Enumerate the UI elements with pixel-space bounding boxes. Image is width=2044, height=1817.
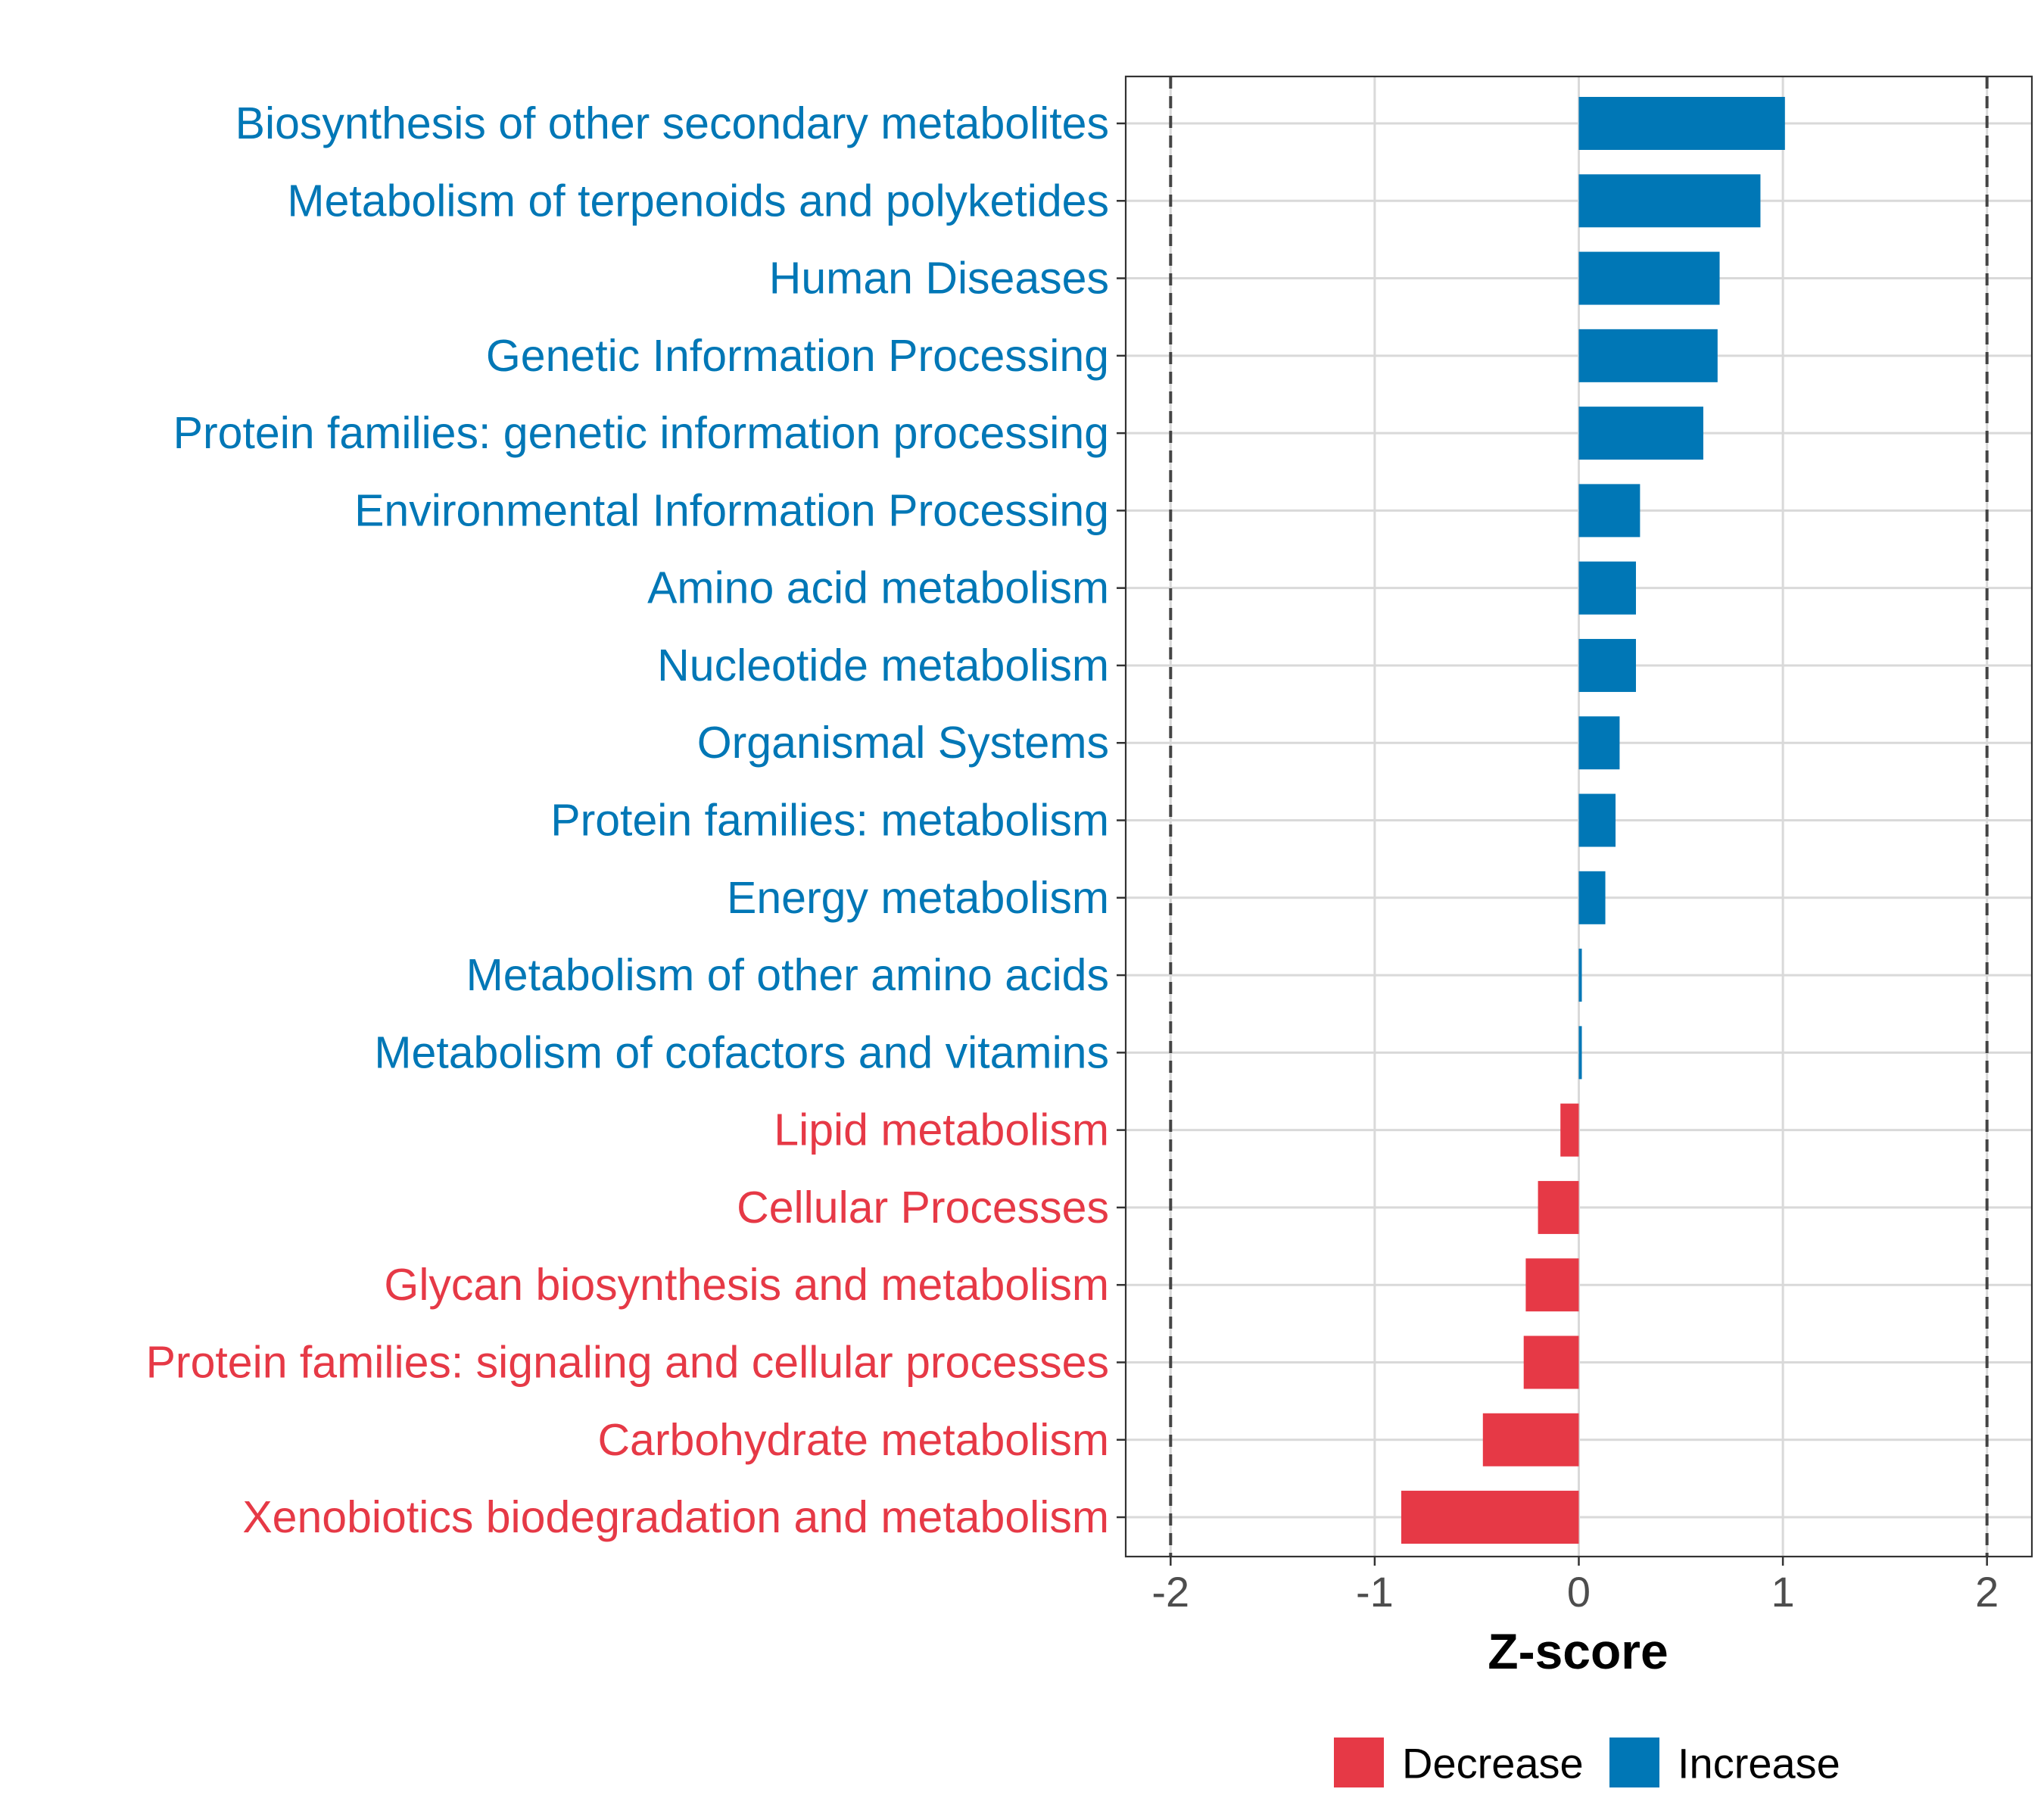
bar-increase (1578, 407, 1703, 460)
y-tick-label: Biosynthesis of other secondary metaboli… (235, 98, 1109, 148)
x-tick-label: 0 (1567, 1568, 1591, 1616)
bar-increase (1578, 329, 1718, 382)
bar-increase (1578, 1026, 1582, 1080)
y-tick-label: Nucleotide metabolism (657, 640, 1109, 690)
y-tick-label: Metabolism of other amino acids (466, 950, 1109, 1000)
bar-increase (1578, 251, 1720, 305)
bar-increase (1578, 174, 1761, 228)
bar-increase (1578, 638, 1636, 692)
y-tick-label: Protein families: signaling and cellular… (146, 1337, 1109, 1387)
legend-swatch-decrease (1334, 1738, 1384, 1787)
y-tick-label: Carbohydrate metabolism (597, 1415, 1109, 1465)
y-tick-label: Human Diseases (769, 254, 1109, 304)
threshold-lines (1169, 76, 1989, 1557)
bar-decrease (1538, 1180, 1579, 1234)
bar-decrease (1560, 1103, 1579, 1157)
x-tick-label: 2 (1975, 1568, 1999, 1616)
bar-increase (1578, 484, 1640, 538)
y-tick-label: Metabolism of cofactors and vitamins (374, 1027, 1109, 1077)
legend-label-increase: Increase (1678, 1740, 1840, 1787)
bar-increase (1578, 793, 1616, 847)
x-tick-label: -1 (1356, 1568, 1394, 1616)
y-tick-label: Xenobiotics biodegradation and metabolis… (242, 1492, 1109, 1542)
y-tick-label: Environmental Information Processing (354, 485, 1109, 535)
bar-decrease (1525, 1258, 1579, 1312)
x-tick-label: -2 (1151, 1568, 1189, 1616)
x-axis-title: Z-score (1488, 1623, 1668, 1679)
y-tick-label: Amino acid metabolism (647, 563, 1109, 613)
y-axis: Biosynthesis of other secondary metaboli… (146, 98, 1126, 1542)
bars (1401, 97, 1785, 1544)
legend: Decrease Increase (1334, 1738, 1840, 1787)
y-tick-label: Organismal Systems (697, 718, 1109, 768)
legend-swatch-increase (1609, 1738, 1659, 1787)
y-tick-label: Protein families: metabolism (550, 796, 1109, 846)
y-tick-label: Metabolism of terpenoids and polyketides (287, 176, 1109, 226)
bar-increase (1578, 97, 1785, 150)
bar-decrease (1401, 1491, 1579, 1544)
x-axis: -2 -1 0 1 2 (1151, 1557, 1999, 1616)
bar-decrease (1482, 1413, 1579, 1466)
y-tick-label: Protein families: genetic information pr… (173, 408, 1109, 458)
bar-increase (1578, 561, 1636, 615)
y-tick-label: Lipid metabolism (774, 1105, 1109, 1155)
y-tick-label: Glycan biosynthesis and metabolism (384, 1260, 1109, 1310)
legend-label-decrease: Decrease (1402, 1740, 1584, 1787)
bar-increase (1578, 716, 1620, 770)
bar-increase (1578, 871, 1606, 924)
bar-decrease (1523, 1335, 1579, 1389)
x-tick-label: 1 (1771, 1568, 1795, 1616)
y-tick-label: Energy metabolism (727, 873, 1109, 923)
y-tick-label: Genetic Information Processing (486, 331, 1109, 381)
bar-increase (1578, 949, 1582, 1002)
y-tick-label: Cellular Processes (737, 1183, 1109, 1233)
